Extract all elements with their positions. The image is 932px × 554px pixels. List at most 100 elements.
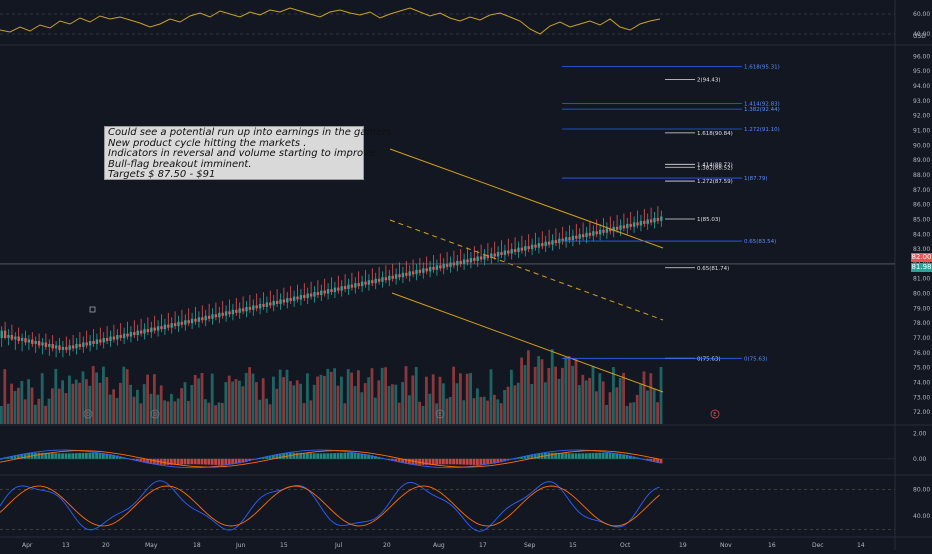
volume-bar [540, 359, 544, 424]
candle-body [646, 219, 649, 224]
macd-histogram-bar [102, 453, 105, 459]
candle-body [381, 277, 384, 282]
volume-bar [91, 366, 95, 424]
volume-bar [227, 375, 231, 424]
macd-histogram-bar [387, 458, 391, 460]
macd-histogram-bar [68, 453, 71, 459]
volume-bar [340, 376, 343, 424]
price-tick-label: 73.00 [913, 394, 930, 401]
candle-body [136, 330, 139, 336]
candle-body [61, 346, 65, 350]
macd-histogram-bar [346, 452, 350, 459]
volume-bar [44, 405, 47, 424]
volume-bar [374, 397, 377, 424]
volume-bar [622, 372, 625, 424]
macd-histogram-bar [397, 458, 401, 463]
volume-bar [122, 366, 126, 424]
candle-body [391, 275, 394, 279]
candle-body [350, 284, 354, 288]
candle-body [201, 317, 204, 321]
volume-bar [601, 381, 605, 424]
candle-body [636, 222, 639, 226]
volume-bar [166, 401, 170, 424]
volume-bar [64, 393, 68, 424]
volume-bar [27, 379, 30, 424]
volume-bar [408, 395, 411, 424]
candle-body [469, 257, 473, 263]
x-axis-label: Oct [620, 542, 631, 549]
macd-histogram-bar [20, 453, 24, 459]
candle-body [619, 225, 622, 230]
volume-bar [292, 385, 296, 424]
macd-histogram-bar [115, 455, 119, 459]
macd-histogram-bar [183, 458, 187, 465]
candle-body [649, 219, 653, 223]
macd-histogram-bar [363, 453, 367, 459]
price-tick-label: 86.00 [913, 202, 930, 209]
candle-body [568, 237, 571, 241]
macd-histogram-bar [153, 458, 156, 465]
fib-level-label: 1.272(87.59) [697, 179, 733, 185]
macd-histogram-bar [146, 458, 149, 464]
candle-body [85, 342, 88, 346]
candle-body [228, 311, 231, 315]
volume-bar [639, 384, 642, 424]
volume-bar [306, 373, 309, 424]
candle-body [224, 311, 228, 316]
volume-bar [119, 382, 122, 424]
candle-body [544, 241, 547, 247]
candle-body [558, 238, 561, 244]
volume-bar [612, 367, 615, 424]
candle-body [153, 327, 156, 331]
macd-histogram-bar [306, 453, 309, 459]
currency-label: USD [913, 33, 926, 40]
candle-body [534, 244, 537, 248]
volume-bar [346, 369, 350, 424]
candle-body [78, 343, 82, 347]
candle-body [177, 321, 180, 327]
volume-bar [34, 404, 37, 424]
volume-bar [17, 387, 20, 424]
x-axis-label: Dec [812, 542, 824, 549]
candle-body [146, 329, 150, 333]
candle-body [337, 287, 340, 291]
candle-body [343, 286, 347, 290]
macd-histogram-bar [108, 454, 112, 459]
macd-histogram-bar [496, 458, 500, 463]
volume-bar [537, 356, 540, 424]
volume-bar [207, 402, 211, 424]
macd-histogram-bar [598, 452, 602, 459]
volume-bar [163, 400, 166, 424]
volume-bar [445, 398, 449, 424]
annotation-note[interactable]: Could see a potential run up into earnin… [104, 126, 395, 180]
macd-histogram-bar [170, 458, 173, 465]
rsi-line [0, 7, 661, 35]
volume-bar [139, 403, 143, 424]
candle-body [374, 278, 377, 284]
volume-bar [173, 401, 177, 424]
macd-histogram-bar [326, 453, 330, 459]
x-axis-label: Jul [334, 542, 343, 549]
price-tick-label: 93.00 [913, 98, 930, 105]
candle-body [163, 324, 167, 330]
macd-histogram-bar [91, 452, 95, 459]
macd-histogram-bar [95, 452, 98, 459]
macd-histogram-bar [238, 458, 241, 464]
candle-body [269, 302, 272, 306]
fib-level-label: 0.65(83.54) [744, 239, 776, 245]
candle-body [190, 318, 194, 324]
candle-body [632, 222, 636, 227]
macd-histogram-bar [187, 458, 190, 465]
volume-bar [204, 399, 207, 424]
candle-body [122, 333, 126, 339]
volume-bar [129, 384, 132, 424]
fib-level-label: 1.414(92.83) [744, 101, 780, 107]
x-axis-label: May [145, 542, 158, 549]
candle-body [459, 260, 462, 264]
volume-bar [275, 388, 279, 424]
candle-body [612, 226, 615, 232]
macd-histogram-bar [584, 453, 588, 459]
volume-bar [564, 356, 568, 424]
